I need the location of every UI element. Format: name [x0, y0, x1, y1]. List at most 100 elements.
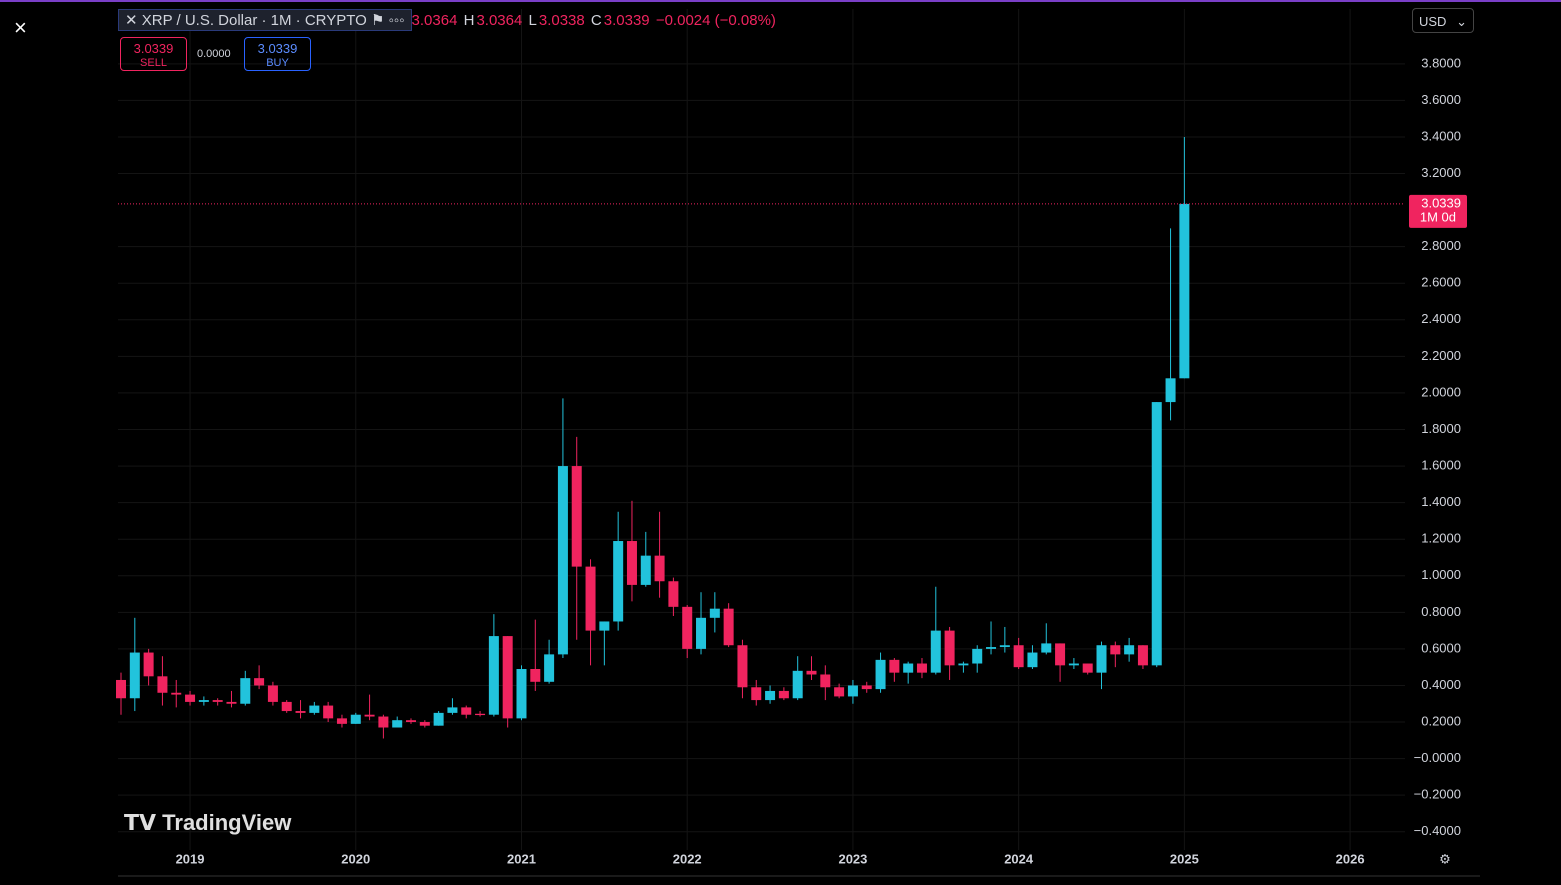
y-tick-label: 3.6000: [1421, 92, 1461, 107]
candle-body: [406, 720, 417, 723]
candle-body: [847, 685, 858, 697]
last-price-label: 3.0339: [1421, 195, 1461, 210]
candle-body: [1179, 203, 1190, 379]
low: 3.0338: [538, 11, 585, 29]
candle-body: [875, 659, 886, 690]
candle-body: [834, 687, 845, 697]
high-key: H: [463, 11, 475, 29]
candle-body: [571, 466, 582, 567]
candle-body: [198, 700, 209, 702]
candle-body: [516, 669, 527, 719]
candle-body: [999, 645, 1010, 648]
candle-body: [240, 678, 251, 704]
candle-body: [599, 621, 610, 631]
candle-body: [765, 690, 776, 701]
candle-body: [613, 541, 624, 622]
sell-price: 3.0339: [133, 41, 174, 56]
candle-body: [958, 663, 969, 666]
candle-body: [820, 674, 831, 688]
candle-body: [751, 687, 762, 701]
candle-body: [1137, 645, 1148, 666]
x-tick-label: 2026: [1336, 851, 1365, 866]
currency: USD: [1419, 14, 1447, 29]
buy-label: BUY: [266, 57, 289, 69]
change: −0.0024 (−0.08%): [655, 11, 776, 29]
candle-body: [502, 636, 513, 719]
candle-body: [392, 720, 403, 728]
countdown-label: 1M 0d: [1420, 209, 1456, 224]
candle-body: [336, 718, 347, 724]
candle-body: [323, 705, 334, 719]
candle-body: [640, 555, 651, 585]
close-button[interactable]: ×: [14, 15, 27, 40]
logo: 𝗧𝗩 TradingView: [124, 810, 292, 835]
candle-body: [544, 654, 555, 682]
y-tick-label: 1.4000: [1421, 494, 1461, 509]
low-key: L: [528, 11, 537, 29]
candle-body: [1055, 643, 1066, 666]
candle-body: [972, 648, 983, 664]
x-tick-label: 2024: [1004, 851, 1034, 866]
high: 3.0364: [476, 11, 523, 29]
y-tick-label: 1.6000: [1421, 458, 1461, 473]
candle-body: [654, 555, 665, 582]
spread: 0.0000: [197, 48, 231, 60]
y-tick-label: 2.4000: [1421, 311, 1461, 326]
y-tick-label: 0.6000: [1421, 640, 1461, 655]
candle-body: [378, 716, 389, 728]
top-border: [0, 0, 1561, 2]
currency-select[interactable]: USD ⌄: [1412, 8, 1474, 33]
candle-body: [1027, 652, 1038, 668]
last-price-tag: [1409, 194, 1467, 228]
candle-body: [1151, 402, 1162, 666]
candle-body: [488, 636, 499, 715]
y-tick-label: 1.2000: [1421, 531, 1461, 546]
candle-body: [1124, 645, 1135, 655]
y-tick-label: 0.2000: [1421, 713, 1461, 728]
logo-text: TradingView: [162, 810, 292, 835]
candle-body: [281, 701, 292, 712]
y-tick-label: 1.0000: [1421, 567, 1461, 582]
candle-body: [295, 711, 306, 713]
y-tick-label: −0.0000: [1414, 750, 1461, 765]
candle-body: [903, 663, 914, 673]
y-tick-label: 2.6000: [1421, 275, 1461, 290]
candle-body: [986, 647, 997, 649]
candle-body: [171, 692, 182, 695]
ohlc-legend: 3.0364 H 3.0364 L 3.0338 C 3.0339 −0.0024 (…: [412, 12, 778, 29]
y-tick-label: 0.8000: [1421, 604, 1461, 619]
candle-body: [709, 608, 720, 618]
settings-icon[interactable]: ⚙: [1439, 851, 1451, 866]
candle-body: [792, 670, 803, 699]
buy-price: 3.0339: [257, 41, 298, 56]
candle-body: [585, 566, 596, 631]
y-tick-label: 2.2000: [1421, 348, 1461, 363]
y-tick-label: 1.8000: [1421, 421, 1461, 436]
sell-label: SELL: [140, 57, 167, 69]
y-tick-label: 2.8000: [1421, 238, 1461, 253]
candle-body: [1165, 378, 1176, 403]
y-tick-label: 0.4000: [1421, 677, 1461, 692]
candle-body: [116, 679, 126, 699]
close: 3.0339: [603, 11, 650, 29]
candle-body: [916, 663, 927, 673]
candle-body: [682, 606, 693, 649]
close-key: C: [590, 11, 602, 29]
buy-button[interactable]: 3.0339 BUY: [244, 37, 311, 71]
candle-body: [267, 685, 278, 702]
candle-body: [475, 713, 486, 716]
candle-body: [433, 712, 444, 726]
candle-body: [254, 678, 265, 686]
y-tick-label: −0.4000: [1414, 823, 1461, 838]
candle-body: [861, 685, 872, 690]
open: 3.0364: [411, 11, 458, 29]
sell-button[interactable]: 3.0339 SELL: [120, 37, 187, 71]
symbol[interactable]: ✕ XRP / U.S. Dollar · 1M · CRYPTO ⚑ ◦◦◦: [118, 9, 412, 31]
y-tick-label: 3.4000: [1421, 128, 1461, 143]
header: ✕ XRP / U.S. Dollar · 1M · CRYPTO ⚑ ◦◦◦ …: [118, 9, 778, 31]
candle-body: [461, 707, 472, 715]
candle-body: [557, 466, 568, 655]
candle-body: [447, 707, 458, 713]
x-tick-label: 2025: [1170, 851, 1199, 866]
